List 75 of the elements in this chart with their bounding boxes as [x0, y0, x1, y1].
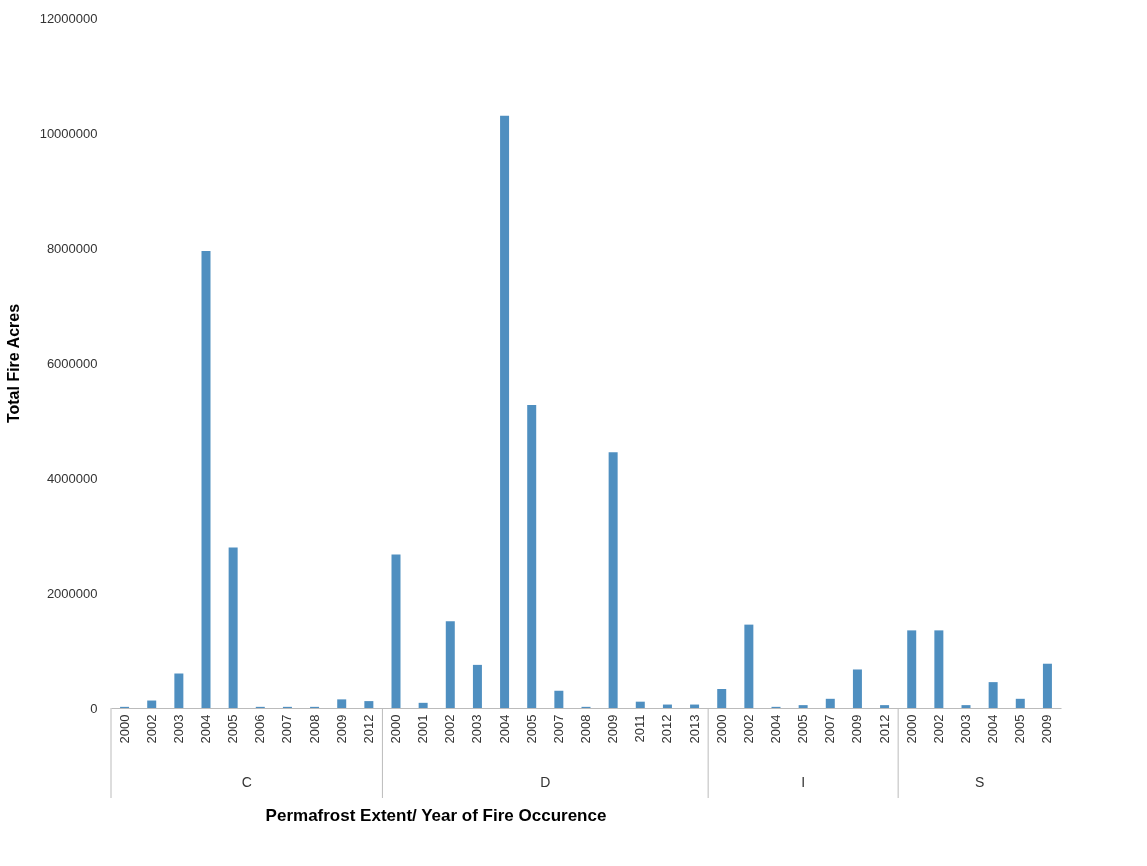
x-tick-label: 2003 [170, 714, 186, 744]
x-tick-label: 2008 [578, 714, 593, 744]
bar [825, 698, 835, 708]
bar [1042, 663, 1052, 708]
bar [1015, 698, 1025, 708]
bar [147, 700, 157, 708]
bar [880, 705, 890, 708]
text: I [801, 774, 806, 790]
x-tick-label: 2009 [605, 714, 621, 744]
bar [174, 673, 184, 708]
bar [907, 630, 917, 708]
y-tick-label: 10000000 [39, 125, 98, 141]
text: D [540, 774, 551, 790]
bar [472, 664, 482, 708]
y-axis-title: Total Fire Acres [4, 303, 22, 424]
x-tick-label: 2007 [279, 714, 295, 744]
bar [418, 702, 428, 708]
x-tick-label: 2002 [143, 714, 159, 744]
x-tick-label: 2012 [360, 714, 376, 744]
bar [445, 621, 455, 708]
bar [554, 690, 564, 708]
bar [988, 682, 998, 708]
x-tick-label: 2008 [306, 714, 322, 744]
y-tick-label: 4000000 [46, 470, 98, 486]
text: S [974, 774, 985, 790]
x-tick-label: 2011 [632, 714, 648, 743]
text: C [241, 774, 252, 790]
bar [228, 547, 238, 708]
x-tick-label: 2005 [225, 714, 241, 744]
x-tick-label: 2004 [496, 714, 512, 744]
x-tick-label: 2000 [116, 714, 132, 744]
x-tick-label: 2009 [849, 714, 865, 744]
bar [961, 705, 971, 708]
x-tick-label: 2002 [442, 714, 458, 744]
x-tick-label: 2000 [388, 714, 403, 744]
x-tick-label: 2002 [930, 714, 946, 744]
bar [635, 701, 645, 708]
x-tick-label: 2005 [523, 714, 539, 744]
x-tick-label: 2012 [659, 714, 675, 744]
x-axis-title: Permafrost Extent/ Year of Fire Occurence [265, 806, 607, 825]
y-tick-label: 0 [90, 700, 98, 716]
x-tick-label: 2005 [1012, 714, 1028, 744]
x-tick-label: 2012 [876, 714, 892, 744]
y-tick-label: 6000000 [46, 355, 98, 371]
x-tick-label: 2013 [686, 714, 702, 744]
x-tick-label: 2000 [713, 714, 729, 744]
x-tick-label: 2004 [198, 714, 213, 744]
x-tick-label: 2004 [768, 714, 783, 744]
x-tick-label: 2000 [903, 714, 919, 744]
x-tick-label: 2001 [415, 714, 431, 744]
bar [201, 250, 211, 708]
bar [391, 554, 401, 708]
x-tick-label: 2006 [252, 714, 268, 744]
bar [608, 452, 618, 708]
x-tick-label: 2005 [795, 714, 811, 744]
y-tick-label: 2000000 [46, 585, 98, 601]
x-tick-label: 2007 [550, 714, 566, 744]
bar [744, 624, 754, 708]
x-tick-label: 2004 [985, 714, 1001, 744]
x-tick-label: 2003 [958, 714, 973, 744]
x-tick-label: 2002 [740, 714, 756, 744]
bar [934, 630, 944, 708]
x-tick-label: 2009 [1039, 714, 1055, 744]
x-tick-label: 2007 [822, 714, 838, 744]
bar [337, 699, 347, 708]
bar [852, 669, 862, 708]
x-tick-label: 2003 [469, 714, 485, 744]
y-tick-label: 8000000 [46, 240, 98, 256]
x-tick-label: 2009 [333, 714, 349, 744]
bar [717, 689, 727, 708]
bar [364, 701, 374, 708]
bar [527, 404, 537, 708]
bar [500, 115, 510, 708]
bar [798, 705, 808, 708]
y-tick-label: 12000000 [39, 10, 98, 26]
